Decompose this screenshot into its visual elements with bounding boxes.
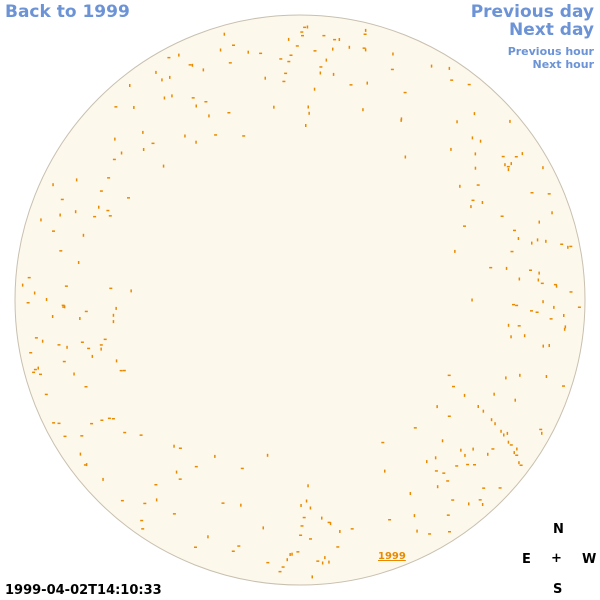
sun-disk	[14, 14, 586, 586]
compass-center: +	[551, 551, 562, 566]
next-day-link[interactable]: Next day	[509, 20, 594, 40]
previous-hour-link[interactable]: Previous hour	[507, 45, 594, 58]
year-link[interactable]: 1999	[378, 551, 406, 562]
timestamp: 1999-04-02T14:10:33	[5, 583, 162, 598]
previous-day-link[interactable]: Previous day	[470, 2, 594, 22]
next-hour-link[interactable]: Next hour	[532, 58, 595, 71]
compass-west: W	[582, 552, 597, 567]
compass-east: E	[522, 552, 531, 567]
compass-south: S	[553, 582, 563, 597]
back-to-year-link[interactable]: Back to 1999	[5, 2, 130, 22]
surface-features	[21, 25, 581, 579]
compass-north: N	[553, 522, 564, 537]
